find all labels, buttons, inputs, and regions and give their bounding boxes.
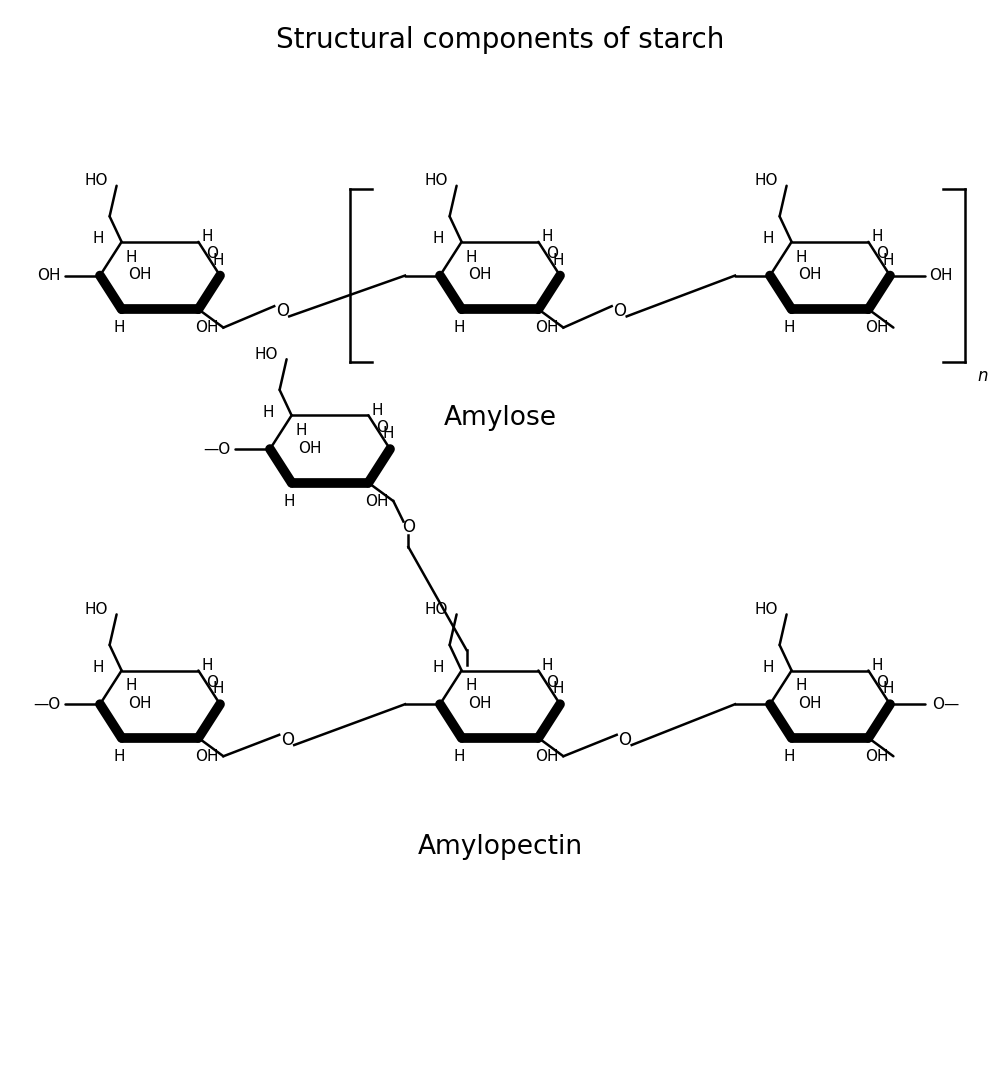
Text: H: H: [126, 249, 137, 265]
Text: H: H: [296, 423, 307, 438]
Text: OH: OH: [865, 748, 888, 764]
Text: H: H: [212, 681, 224, 697]
Text: HO: HO: [755, 602, 778, 617]
Text: H: H: [466, 249, 477, 265]
Text: OH: OH: [865, 320, 888, 335]
Text: O: O: [546, 246, 558, 261]
Text: OH: OH: [38, 268, 61, 283]
Text: H: H: [454, 748, 465, 764]
Text: H: H: [552, 253, 564, 268]
Text: H: H: [796, 678, 807, 693]
Text: H: H: [212, 253, 224, 268]
Text: HO: HO: [425, 602, 448, 617]
Text: O: O: [876, 675, 888, 690]
Text: O: O: [206, 675, 218, 690]
Text: HO: HO: [85, 602, 108, 617]
Text: H: H: [871, 658, 883, 673]
Text: HO: HO: [425, 173, 448, 188]
Text: H: H: [114, 748, 125, 764]
Text: OH: OH: [535, 748, 558, 764]
Text: OH: OH: [798, 696, 821, 711]
Text: H: H: [882, 253, 894, 268]
Text: H: H: [92, 660, 104, 675]
Text: n: n: [977, 367, 988, 386]
Text: O: O: [618, 731, 631, 748]
Text: Amylose: Amylose: [444, 405, 556, 431]
Text: Structural components of starch: Structural components of starch: [276, 26, 724, 54]
Text: —O: —O: [34, 697, 61, 712]
Text: H: H: [466, 678, 477, 693]
Text: H: H: [432, 660, 444, 675]
Text: H: H: [541, 658, 553, 673]
Text: H: H: [262, 405, 274, 420]
Text: O: O: [206, 246, 218, 261]
Text: H: H: [114, 320, 125, 335]
Text: OH: OH: [468, 267, 491, 282]
Text: HO: HO: [755, 173, 778, 188]
Text: H: H: [201, 229, 213, 244]
Text: H: H: [201, 658, 213, 673]
Text: OH: OH: [798, 267, 821, 282]
Text: Amylopectin: Amylopectin: [417, 834, 583, 860]
Text: OH: OH: [468, 696, 491, 711]
Text: O: O: [281, 731, 294, 748]
Text: O: O: [613, 302, 626, 321]
Text: H: H: [882, 681, 894, 697]
Text: OH: OH: [365, 494, 388, 509]
Text: Stock: Stock: [68, 1041, 124, 1059]
Text: OH: OH: [195, 748, 218, 764]
Text: H: H: [762, 660, 774, 675]
Text: H: H: [784, 748, 795, 764]
Text: H: H: [454, 320, 465, 335]
Text: O: O: [546, 675, 558, 690]
Text: H: H: [371, 403, 383, 418]
Text: H: H: [126, 678, 137, 693]
Text: ®: ®: [112, 1043, 124, 1057]
Text: H: H: [92, 231, 104, 246]
Text: —O: —O: [204, 442, 231, 457]
Text: O—: O—: [932, 697, 959, 712]
Text: H: H: [784, 320, 795, 335]
Text: H: H: [541, 229, 553, 244]
Text: OH: OH: [128, 696, 151, 711]
Text: O: O: [876, 246, 888, 261]
Text: OH: OH: [195, 320, 218, 335]
Text: VectorStock.com/3769311: VectorStock.com/3769311: [776, 1043, 978, 1057]
Text: OH: OH: [535, 320, 558, 335]
Text: H: H: [871, 229, 883, 244]
Text: O: O: [276, 302, 289, 321]
Text: OH: OH: [929, 268, 952, 283]
Text: O: O: [376, 420, 388, 434]
Text: H: H: [382, 427, 394, 442]
Text: O: O: [402, 517, 415, 536]
Text: H: H: [762, 231, 774, 246]
Text: OH: OH: [128, 267, 151, 282]
Text: Vector: Vector: [22, 1041, 80, 1059]
Text: OH: OH: [298, 441, 321, 456]
Text: HO: HO: [255, 347, 278, 362]
Text: H: H: [552, 681, 564, 697]
Text: H: H: [284, 494, 295, 509]
Text: H: H: [432, 231, 444, 246]
Text: HO: HO: [85, 173, 108, 188]
Text: H: H: [796, 249, 807, 265]
